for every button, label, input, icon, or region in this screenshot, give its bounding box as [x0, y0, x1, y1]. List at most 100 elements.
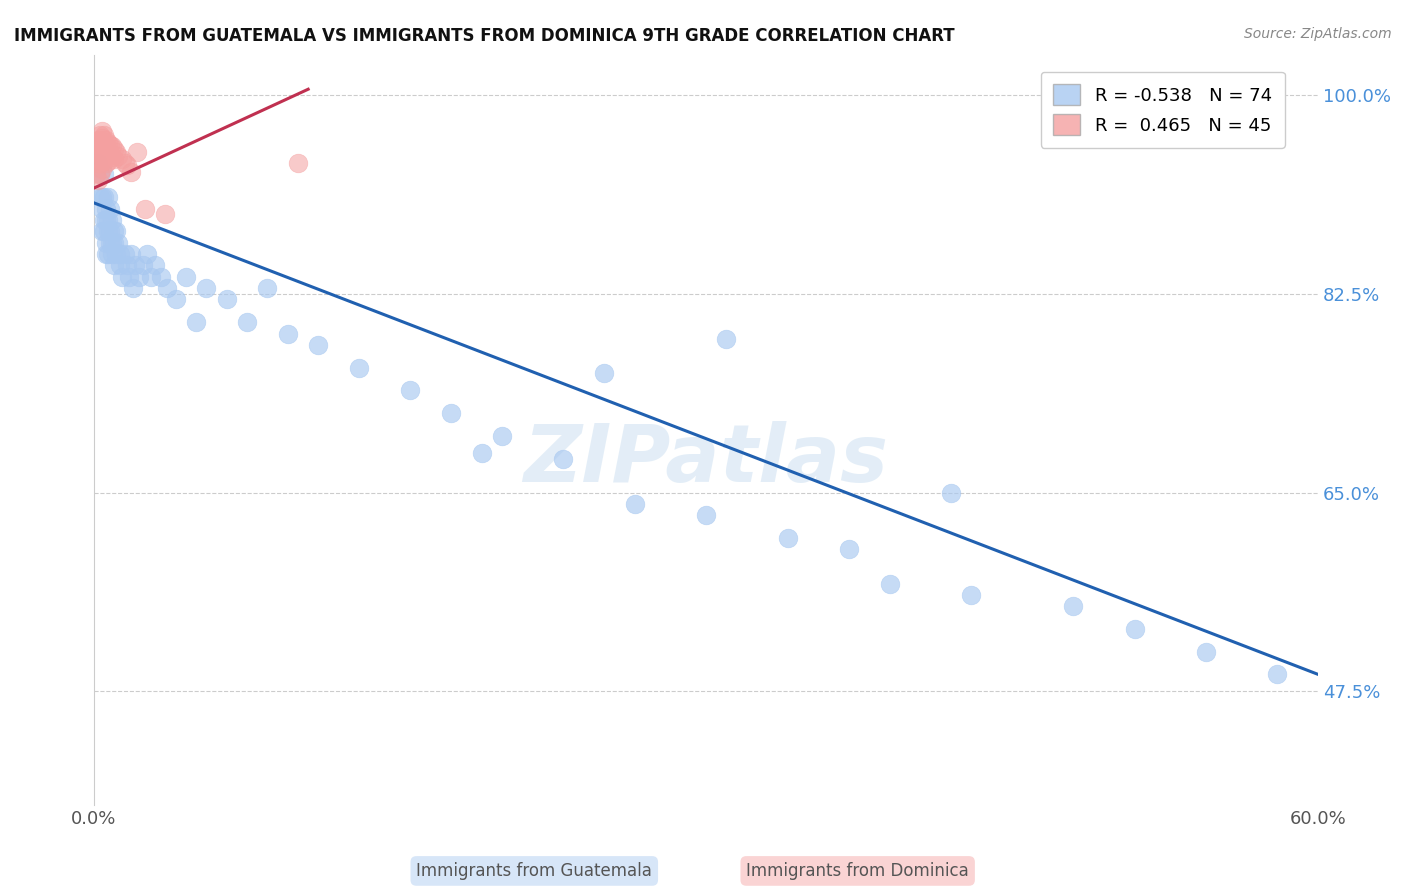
Point	[101, 213, 124, 227]
Point	[115, 158, 138, 172]
Point	[215, 293, 238, 307]
Point	[93, 224, 115, 238]
Point	[124, 258, 146, 272]
Point	[399, 384, 422, 398]
Point	[87, 145, 110, 159]
Point	[84, 150, 107, 164]
Point	[838, 542, 860, 557]
Point	[287, 156, 309, 170]
Point	[347, 360, 370, 375]
Point	[93, 153, 115, 168]
Point	[111, 152, 134, 166]
Point	[89, 147, 111, 161]
Point	[155, 207, 177, 221]
Point	[101, 139, 124, 153]
Point	[1123, 622, 1146, 636]
Point	[593, 366, 616, 380]
Point	[156, 281, 179, 295]
Legend: R = -0.538   N = 74, R =  0.465   N = 45: R = -0.538 N = 74, R = 0.465 N = 45	[1040, 71, 1285, 148]
Point	[114, 156, 136, 170]
Point	[110, 258, 132, 272]
Point	[471, 446, 494, 460]
Point	[174, 269, 197, 284]
Point	[93, 213, 115, 227]
Point	[1265, 667, 1288, 681]
Point	[98, 235, 121, 250]
Point	[96, 133, 118, 147]
Point	[97, 136, 120, 150]
Point	[98, 224, 121, 238]
Point	[91, 124, 114, 138]
Text: IMMIGRANTS FROM GUATEMALA VS IMMIGRANTS FROM DOMINICA 9TH GRADE CORRELATION CHAR: IMMIGRANTS FROM GUATEMALA VS IMMIGRANTS …	[14, 27, 955, 45]
Point	[97, 247, 120, 261]
Point	[89, 168, 111, 182]
Point	[89, 168, 111, 182]
Point	[1062, 599, 1084, 614]
Point	[236, 315, 259, 329]
Point	[879, 576, 901, 591]
Point	[98, 202, 121, 216]
Point	[89, 139, 111, 153]
Point	[117, 269, 139, 284]
Point	[440, 406, 463, 420]
Point	[120, 165, 142, 179]
Point	[93, 145, 115, 159]
Point	[103, 258, 125, 272]
Point	[103, 143, 125, 157]
Text: Immigrants from Dominica: Immigrants from Dominica	[747, 862, 969, 880]
Point	[87, 156, 110, 170]
Point	[623, 497, 645, 511]
Point	[98, 137, 121, 152]
Point	[96, 156, 118, 170]
Point	[132, 258, 155, 272]
Point	[97, 213, 120, 227]
Point	[143, 258, 166, 272]
Point	[97, 190, 120, 204]
Point	[695, 508, 717, 523]
Point	[101, 150, 124, 164]
Point	[125, 145, 148, 159]
Point	[89, 133, 111, 147]
Point	[96, 139, 118, 153]
Point	[121, 281, 143, 295]
Point	[165, 293, 187, 307]
Point	[97, 145, 120, 159]
Point	[98, 147, 121, 161]
Point	[139, 269, 162, 284]
Point	[103, 235, 125, 250]
Point	[105, 224, 128, 238]
Point	[96, 202, 118, 216]
Point	[105, 145, 128, 159]
Point	[87, 173, 110, 187]
Point	[776, 531, 799, 545]
Point	[91, 139, 114, 153]
Point	[91, 131, 114, 145]
Point	[96, 147, 118, 161]
Text: Source: ZipAtlas.com: Source: ZipAtlas.com	[1244, 27, 1392, 41]
Point	[87, 133, 110, 147]
Point	[91, 153, 114, 168]
Point	[553, 451, 575, 466]
Point	[93, 168, 115, 182]
Point	[105, 247, 128, 261]
Point	[84, 168, 107, 182]
Point	[716, 332, 738, 346]
Point	[491, 429, 513, 443]
Point	[91, 161, 114, 176]
Point	[93, 128, 115, 142]
Point	[96, 247, 118, 261]
Point	[184, 315, 207, 329]
Text: ZIPatlas: ZIPatlas	[523, 421, 889, 500]
Point	[120, 247, 142, 261]
Point	[114, 247, 136, 261]
Point	[256, 281, 278, 295]
Point	[96, 213, 118, 227]
Point	[107, 149, 129, 163]
Point	[91, 202, 114, 216]
Point	[89, 156, 111, 170]
Point	[89, 190, 111, 204]
Point	[103, 152, 125, 166]
Point	[93, 136, 115, 150]
Point	[107, 235, 129, 250]
Point	[93, 190, 115, 204]
